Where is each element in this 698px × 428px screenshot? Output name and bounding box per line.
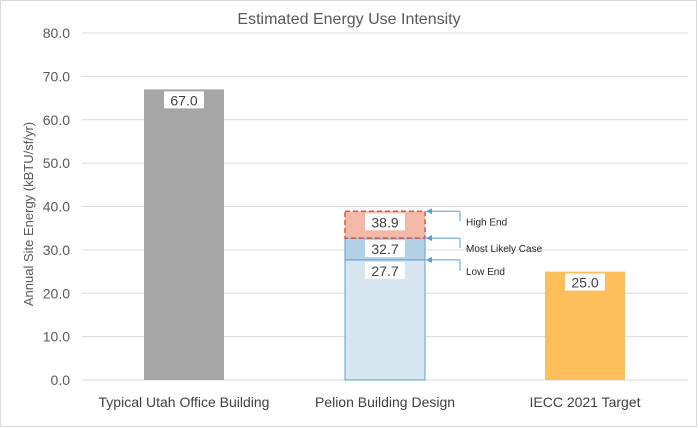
data-label-low: 27.7 xyxy=(371,263,398,279)
y-tick-label: 60.0 xyxy=(43,112,70,128)
data-label-likely: 32.7 xyxy=(371,241,398,257)
annotation-label: High End xyxy=(466,217,507,228)
y-axis-label: Annual Site Energy (kBTU/sf/yr) xyxy=(21,122,36,306)
data-label-bg xyxy=(164,91,204,109)
x-tick-label: Pelion Building Design xyxy=(315,394,455,410)
y-tick-label: 10.0 xyxy=(43,329,70,345)
y-tick-label: 0.0 xyxy=(51,372,71,388)
data-label-high-bg xyxy=(365,213,405,231)
data-label-bg xyxy=(565,273,605,291)
annotation-label: Low End xyxy=(466,267,505,278)
y-tick-label: 30.0 xyxy=(43,242,70,258)
data-label: 67.0 xyxy=(170,92,197,108)
stacked-bar-segment xyxy=(344,259,426,381)
annotation-arrow xyxy=(426,235,432,242)
data-label-high: 38.9 xyxy=(371,214,398,230)
x-tick-label: IECC 2021 Target xyxy=(529,394,640,410)
y-tick-label: 70.0 xyxy=(43,68,70,84)
chart-title: Estimated Energy Use Intensity xyxy=(237,11,460,28)
y-tick-label: 40.0 xyxy=(43,199,70,215)
annotation-label: Most Likely Case xyxy=(466,244,543,255)
x-tick-label: Typical Utah Office Building xyxy=(99,394,270,410)
y-tick-label: 80.0 xyxy=(43,25,70,41)
annotation-arrow xyxy=(426,256,432,263)
data-label-low-bg xyxy=(365,261,405,279)
bar xyxy=(144,89,224,380)
data-label-likely-bg xyxy=(365,240,405,258)
annotation-arrow xyxy=(426,208,432,215)
y-tick-label: 50.0 xyxy=(43,155,70,171)
data-label: 25.0 xyxy=(571,275,598,291)
y-tick-label: 20.0 xyxy=(43,285,70,301)
